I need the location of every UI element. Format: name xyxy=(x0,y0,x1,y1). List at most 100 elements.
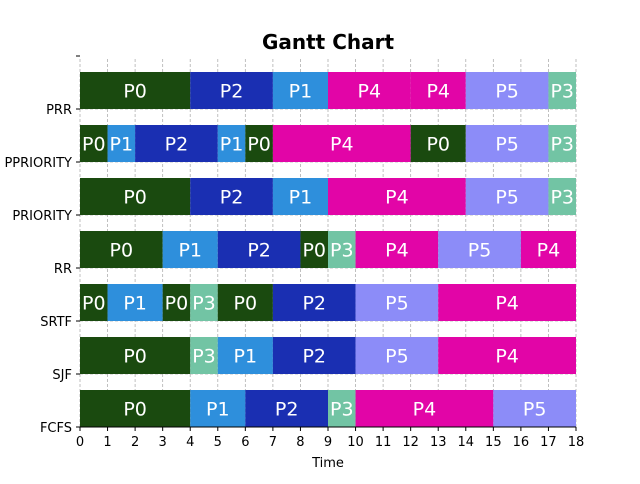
gantt-bar-label: P2 xyxy=(165,134,189,156)
gantt-bar xyxy=(245,125,273,162)
gantt-bar-label: P1 xyxy=(110,134,134,156)
gantt-bar xyxy=(465,125,549,162)
gantt-bar xyxy=(548,178,576,215)
gantt-bar-label: P0 xyxy=(82,134,106,156)
gantt-bar xyxy=(410,125,466,162)
gantt-bar xyxy=(328,178,466,215)
gantt-bar-label: P3 xyxy=(192,293,216,315)
x-tick-label: 15 xyxy=(485,435,502,450)
x-tick-label: 14 xyxy=(458,435,475,450)
gantt-bar xyxy=(80,231,163,268)
gantt-bar xyxy=(465,72,549,109)
gantt-bar xyxy=(80,390,191,427)
gantt-bar xyxy=(548,125,576,162)
gantt-bar-label: P0 xyxy=(123,399,147,421)
gantt-bar-label: P3 xyxy=(550,134,574,156)
gantt-bar xyxy=(217,284,273,321)
gantt-bar xyxy=(190,72,273,109)
y-tick-label: SRTF xyxy=(40,315,72,330)
gantt-bar-label: P0 xyxy=(123,81,147,103)
x-tick-label: 13 xyxy=(430,435,447,450)
x-tick-label: 10 xyxy=(347,435,364,450)
gantt-bar-label: P4 xyxy=(495,293,519,315)
gantt-bar xyxy=(520,231,576,268)
x-tick-label: 18 xyxy=(568,435,585,450)
gantt-bar-label: P0 xyxy=(165,293,189,315)
gantt-bar xyxy=(355,231,439,268)
x-tick-label: 3 xyxy=(159,435,167,450)
gantt-bar xyxy=(190,390,246,427)
gantt-bar-label: P5 xyxy=(385,293,409,315)
gantt-bar xyxy=(300,231,328,268)
gantt-bar xyxy=(328,72,411,109)
x-tick-label: 17 xyxy=(540,435,557,450)
y-tick-label: PRR xyxy=(46,103,72,118)
y-tick-label: FCFS xyxy=(40,421,72,436)
gantt-bar-label: P1 xyxy=(206,399,230,421)
x-tick-label: 4 xyxy=(186,435,194,450)
gantt-bar xyxy=(217,125,246,162)
bars-layer xyxy=(80,72,576,427)
x-tick-label: 1 xyxy=(103,435,111,450)
gantt-bar xyxy=(217,337,273,374)
gantt-bar-label: P5 xyxy=(495,187,519,209)
gantt-bar-label: P4 xyxy=(385,187,409,209)
x-tick-label: 8 xyxy=(296,435,304,450)
x-tick-label: 16 xyxy=(513,435,530,450)
gantt-bar-label: P4 xyxy=(330,134,354,156)
gantt-bar-label: P0 xyxy=(247,134,271,156)
gantt-bar xyxy=(355,390,494,427)
gantt-bar xyxy=(355,284,439,321)
x-tick-label: 12 xyxy=(402,435,419,450)
gantt-bar xyxy=(162,231,218,268)
gantt-bar-label: P1 xyxy=(123,293,147,315)
gantt-bar-label: P3 xyxy=(330,399,354,421)
gantt-bar-label: P4 xyxy=(537,240,561,262)
gantt-bar-label: P5 xyxy=(385,346,409,368)
gantt-bar xyxy=(80,72,191,109)
x-tick-label: 6 xyxy=(241,435,249,450)
y-tick-label: PPRIORITY xyxy=(4,156,72,171)
gantt-bar xyxy=(355,337,439,374)
gantt-bar-label: P5 xyxy=(523,399,547,421)
gantt-bar xyxy=(272,72,328,109)
gantt-bar xyxy=(162,284,191,321)
gantt-bar-label: P0 xyxy=(110,240,134,262)
gantt-bar xyxy=(107,125,136,162)
gantt-bar xyxy=(80,178,191,215)
gantt-bar-label: P0 xyxy=(123,187,147,209)
gantt-bar xyxy=(438,284,576,321)
gantt-bar-label: P0 xyxy=(82,293,106,315)
gantt-bar xyxy=(80,284,108,321)
x-tick-label: 9 xyxy=(324,435,332,450)
gantt-bar xyxy=(272,125,411,162)
gantt-bar-label: P2 xyxy=(302,293,326,315)
gantt-bar-label: P0 xyxy=(426,134,450,156)
gantt-bar-label: P1 xyxy=(178,240,202,262)
gantt-bar xyxy=(493,390,576,427)
gantt-bar xyxy=(80,125,108,162)
gantt-bar xyxy=(272,178,328,215)
gantt-bar xyxy=(245,390,328,427)
gantt-bar-label: P4 xyxy=(385,240,409,262)
gantt-bar xyxy=(80,337,191,374)
gantt-bar-label: P1 xyxy=(289,81,313,103)
gantt-bar-label: P2 xyxy=(302,346,326,368)
gantt-bar xyxy=(272,337,356,374)
y-tick-label: RR xyxy=(54,262,72,277)
x-tick-label: 2 xyxy=(131,435,139,450)
gantt-bar-label: P2 xyxy=(275,399,299,421)
gantt-bar-label: P3 xyxy=(330,240,354,262)
gantt-bar xyxy=(438,231,521,268)
gantt-bar xyxy=(217,231,301,268)
gantt-bar-label: P4 xyxy=(358,81,382,103)
gantt-bar-label: P2 xyxy=(247,240,271,262)
gantt-bar-label: P1 xyxy=(220,134,244,156)
gantt-bar xyxy=(548,72,576,109)
gantt-bar-label: P1 xyxy=(289,187,313,209)
gantt-bar xyxy=(272,284,356,321)
gantt-bar-label: P5 xyxy=(495,134,519,156)
